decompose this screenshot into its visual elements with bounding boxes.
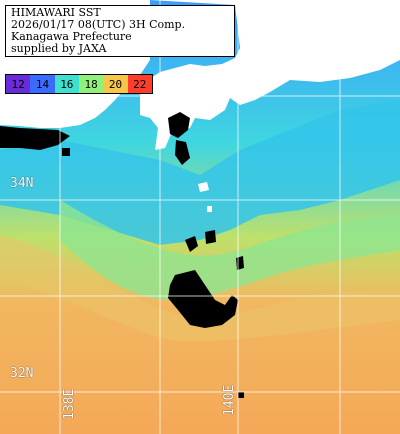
mid-water-band [0,235,400,342]
cloud-island2 [205,230,216,244]
scale-cell-16: 16 [54,75,79,93]
scale-cell-18: 18 [78,75,104,93]
scale-label-18: 18 [84,77,98,91]
info-box: HIMAWARI SST 2026/01/17 08(UTC) 3H Comp.… [5,5,235,57]
scale-cell-20: 20 [103,75,128,93]
scale-label-20: 20 [108,77,123,91]
scale-cell-12: 12 [6,75,31,93]
land-izu-peninsula [140,0,400,150]
lat-label-32n: 32N [10,366,34,381]
info-credit: supplied by JAXA [11,42,107,55]
island-oshima [198,182,209,192]
color-scale: 12 14 16 18 20 22 [5,74,153,94]
cloud-island3 [236,256,244,270]
cold-water-area [0,100,400,245]
cloud-bay [168,112,190,138]
cloud-bay2 [175,140,190,165]
info-datetime: 2026/01/17 08(UTC) 3H Comp. [11,18,186,31]
cloud-speck1 [62,148,70,156]
cloud-speck2 [238,392,244,398]
cloud-west-coast [0,126,70,150]
island-small [207,206,212,212]
scale-cell-22: 22 [127,75,152,93]
lon-label-138e: 138E [62,388,77,420]
info-region: Kanagawa Prefecture [11,30,132,43]
cloud-south-izu [168,270,238,328]
scale-cell-14: 14 [30,75,55,93]
lon-label-140e: 140E [222,384,237,416]
cool-water-plume [60,200,400,300]
cloud-island1 [185,236,198,252]
scale-label-14: 14 [35,77,50,91]
scale-label-16: 16 [60,77,74,91]
info-title: HIMAWARI SST [11,6,101,19]
lat-label-34n: 34N [10,176,34,191]
scale-label-22: 22 [133,77,147,91]
scale-label-12: 12 [11,77,25,91]
